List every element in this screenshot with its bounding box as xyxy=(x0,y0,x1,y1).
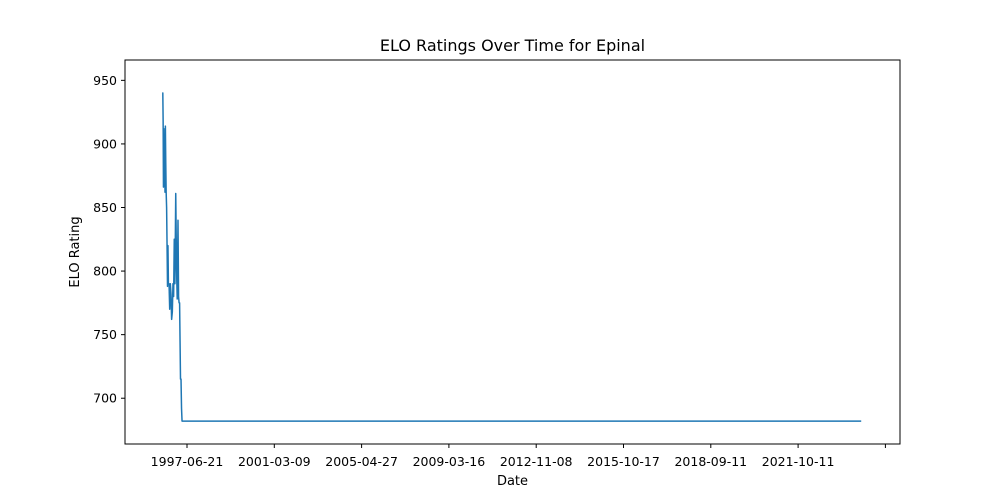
y-tick-label: 750 xyxy=(93,327,117,342)
series-line-0 xyxy=(162,92,862,422)
x-tick-label: 2015-10-17 xyxy=(587,454,660,469)
x-tick-label: 2012-11-08 xyxy=(500,454,573,469)
x-tick-label: 2001-03-09 xyxy=(238,454,311,469)
y-tick-label: 800 xyxy=(93,264,117,279)
chart-title: ELO Ratings Over Time for Epinal xyxy=(380,36,645,55)
y-tick-label: 900 xyxy=(93,136,117,151)
x-axis-label: Date xyxy=(497,474,528,489)
x-tick-label: 2021-10-11 xyxy=(762,454,835,469)
y-tick-label: 850 xyxy=(93,200,117,215)
x-tick-label: 1997-06-21 xyxy=(151,454,224,469)
y-tick-label: 950 xyxy=(93,73,117,88)
y-tick-label: 700 xyxy=(93,391,117,406)
axes-frame xyxy=(124,59,901,445)
x-tick-label: 2018-09-11 xyxy=(674,454,747,469)
y-axis-label: ELO Rating xyxy=(68,216,83,287)
x-tick-label: 2009-03-16 xyxy=(413,454,486,469)
x-tick-label: 2005-04-27 xyxy=(325,454,398,469)
